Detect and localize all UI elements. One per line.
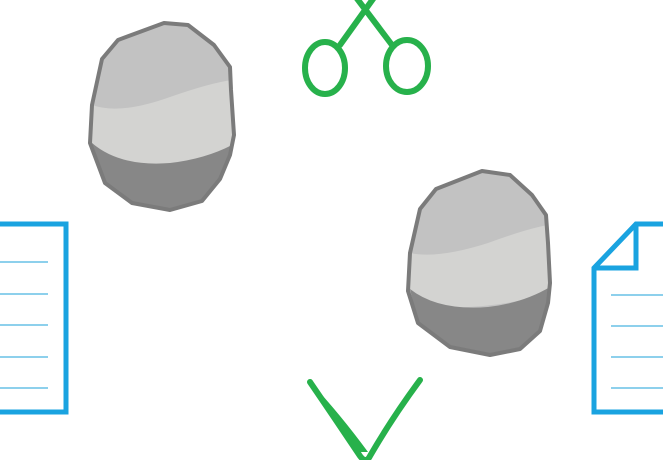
paper-icon bbox=[0, 221, 69, 415]
scissors-icon bbox=[302, 0, 431, 97]
paper-right[interactable] bbox=[591, 221, 663, 415]
paper-left[interactable] bbox=[0, 221, 69, 415]
rock-lower-right[interactable] bbox=[406, 169, 552, 357]
rock-upper-left[interactable] bbox=[88, 21, 236, 212]
paper-icon bbox=[591, 221, 663, 415]
rock-icon bbox=[88, 21, 236, 212]
scissors-icon bbox=[307, 377, 423, 460]
rock-icon bbox=[406, 169, 552, 357]
scissors-bottom[interactable] bbox=[307, 377, 423, 460]
scissors-top[interactable] bbox=[302, 0, 431, 97]
